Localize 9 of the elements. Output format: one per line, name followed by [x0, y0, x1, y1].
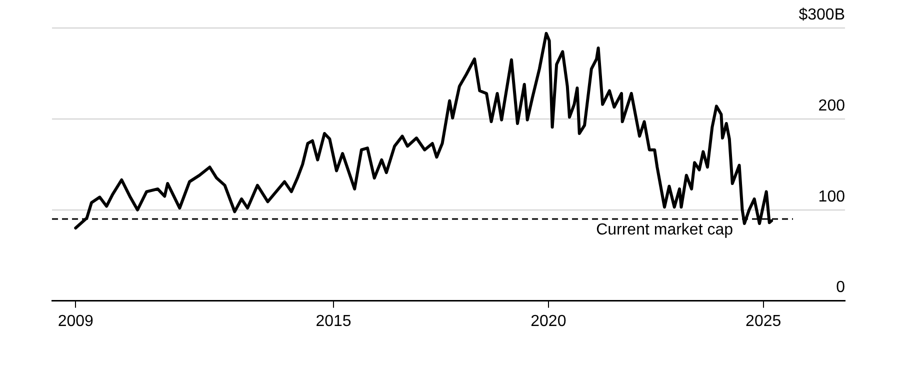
x-tick-label: 2009 [58, 312, 94, 330]
x-tick-label: 2020 [530, 312, 566, 330]
y-tick-label: 200 [818, 97, 846, 114]
x-tick-label: 2025 [746, 312, 782, 330]
y-tick-label: $300B [798, 6, 845, 24]
y-tick-label: 0 [836, 279, 846, 296]
ref-line-label: Current market cap [596, 221, 734, 238]
x-tick-label: 2015 [316, 312, 352, 330]
y-tick-label: 100 [818, 188, 846, 206]
